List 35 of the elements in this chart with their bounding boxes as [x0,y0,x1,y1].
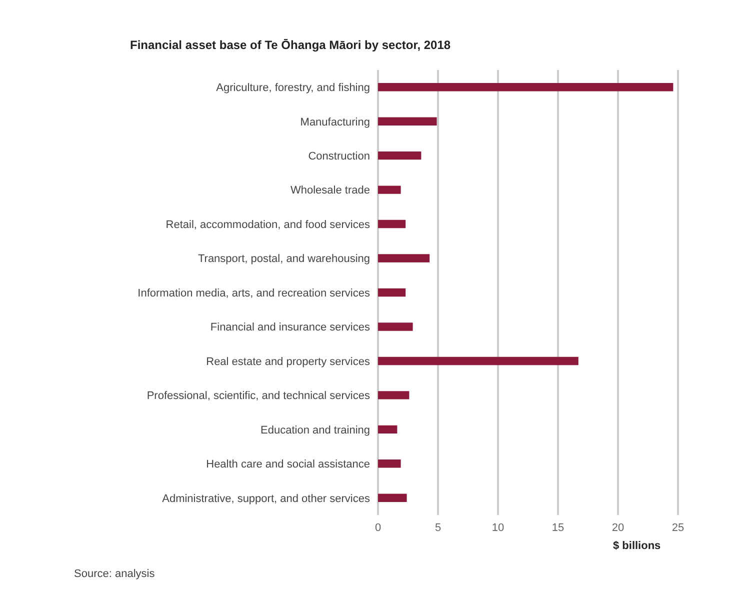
y-tick-label: Agriculture, forestry, and fishing [216,82,370,94]
x-tick-label: 0 [374,522,382,534]
y-tick-label: Financial and insurance services [210,322,370,334]
chart-title: Financial asset base of Te Ōhanga Māori by sector, 2018 [130,38,451,52]
bar [378,186,401,194]
y-tick-label: Administrative, support, and other services [162,492,370,505]
y-tick-label: Professional, scientific, and technical services [146,390,370,402]
bar [378,391,410,400]
y-tick-label: Real estate and property services [206,356,370,368]
y-tick-label: Construction [308,150,370,162]
bar [378,288,406,297]
bar [378,254,430,262]
y-tick-label: Information media, arts, and recreation services [138,287,370,300]
x-axis-title: $ billions [613,540,661,552]
y-tick-label: Wholesale trade [290,184,370,197]
y-tick-label: Transport, postal, and warehousing [198,253,370,266]
x-tick-label: 5 [434,522,442,534]
bar [378,356,578,366]
bar [378,460,401,468]
y-tick-label: Manufacturing [300,116,370,128]
bar [378,151,422,160]
y-tick-label: Health care and social assistance [206,458,370,471]
x-tick-label: 20 [612,522,624,534]
bar [378,220,406,228]
bar [378,425,398,434]
bar [378,494,407,502]
bar [378,322,413,331]
bar [378,83,674,92]
x-tick-label: 15 [552,522,564,534]
bar [378,117,437,126]
source-note: Source: analysis [74,568,155,580]
y-tick-label: Education and training [260,424,370,436]
x-tick-label: 10 [492,522,504,534]
y-tick-label: Retail, accommodation, and food services [166,218,370,231]
x-tick-label: 25 [672,522,684,534]
